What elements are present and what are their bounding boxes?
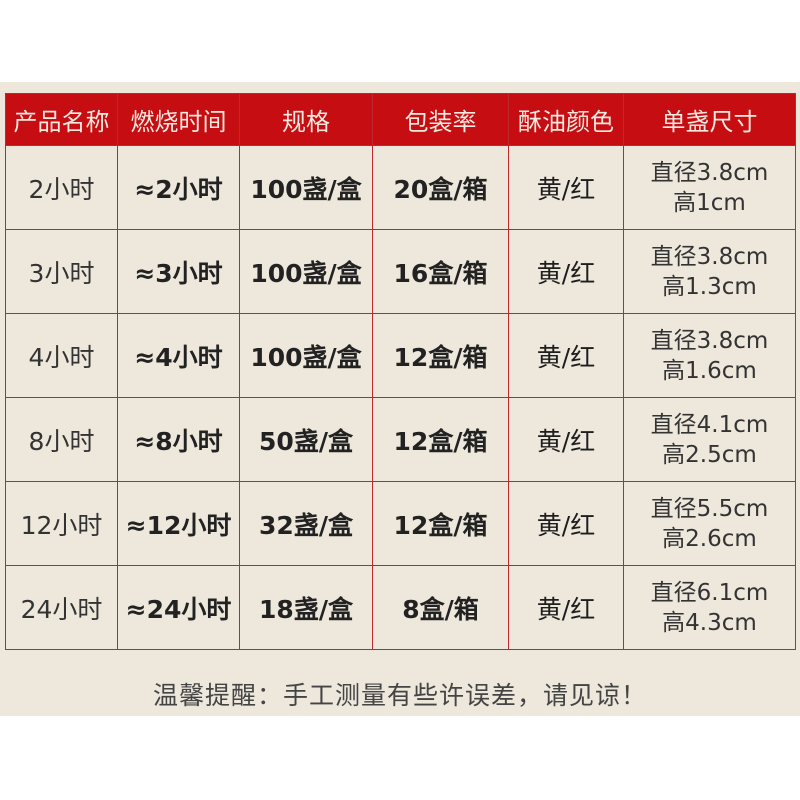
product-name-cell: 3小时: [5, 229, 118, 314]
packing-rate-cell: 12盒/箱: [372, 397, 509, 482]
height-text: 高1cm: [673, 189, 746, 216]
table-row: 8小时 ≈8小时 50盏/盒 12盒/箱 黄/红 直径4.1cm 高2.5cm: [5, 397, 796, 482]
header-spec: 规格: [239, 93, 373, 146]
spec-cell: 18盏/盒: [239, 565, 373, 650]
packing-rate-cell: 12盒/箱: [372, 481, 509, 566]
product-name-cell: 8小时: [5, 397, 118, 482]
packing-rate-cell: 16盒/箱: [372, 229, 509, 314]
packing-rate-cell: 12盒/箱: [372, 313, 509, 398]
product-name-cell: 12小时: [5, 481, 118, 566]
spec-cell: 100盏/盒: [239, 145, 373, 230]
butter-color-cell: 黄/红: [508, 145, 624, 230]
diameter-text: 直径3.8cm: [650, 159, 769, 186]
spec-cell: 100盏/盒: [239, 229, 373, 314]
burn-time-cell: ≈12小时: [117, 481, 240, 566]
table-row: 24小时 ≈24小时 18盏/盒 8盒/箱 黄/红 直径6.1cm 高4.3cm: [5, 565, 796, 650]
diameter-text: 直径6.1cm: [650, 579, 769, 606]
butter-color-cell: 黄/红: [508, 481, 624, 566]
header-row: 产品名称 燃烧时间 规格 包装率 酥油颜色 单盏尺寸: [5, 93, 796, 146]
burn-time-cell: ≈4小时: [117, 313, 240, 398]
lamp-size-cell: 直径3.8cm 高1.3cm: [623, 229, 796, 314]
spec-cell: 50盏/盒: [239, 397, 373, 482]
packing-rate-cell: 8盒/箱: [372, 565, 509, 650]
product-name-cell: 24小时: [5, 565, 118, 650]
lamp-size-cell: 直径6.1cm 高4.3cm: [623, 565, 796, 650]
product-spec-table: 产品名称 燃烧时间 规格 包装率 酥油颜色 单盏尺寸 2小时 ≈2小时 100盏/盒 20盒/箱…: [5, 93, 796, 650]
header-butter-color: 酥油颜色: [508, 93, 624, 146]
diameter-text: 直径5.5cm: [650, 495, 769, 522]
header-packing-rate: 包装率: [372, 93, 509, 146]
header-lamp-size: 单盏尺寸: [623, 93, 796, 146]
diameter-text: 直径4.1cm: [650, 411, 769, 438]
header-burn-time: 燃烧时间: [117, 93, 240, 146]
height-text: 高4.3cm: [662, 609, 757, 636]
butter-color-cell: 黄/红: [508, 565, 624, 650]
diameter-text: 直径3.8cm: [650, 327, 769, 354]
footer-note: 温馨提醒：手工测量有些许误差，请见谅！: [152, 681, 647, 710]
table-row: 4小时 ≈4小时 100盏/盒 12盒/箱 黄/红 直径3.8cm 高1.6cm: [5, 313, 796, 398]
lamp-size-cell: 直径4.1cm 高2.5cm: [623, 397, 796, 482]
lamp-size-cell: 直径3.8cm 高1cm: [623, 145, 796, 230]
burn-time-cell: ≈24小时: [117, 565, 240, 650]
product-name-cell: 2小时: [5, 145, 118, 230]
butter-color-cell: 黄/红: [508, 397, 624, 482]
spec-cell: 100盏/盒: [239, 313, 373, 398]
product-name-cell: 4小时: [5, 313, 118, 398]
butter-color-cell: 黄/红: [508, 313, 624, 398]
table-row: 3小时 ≈3小时 100盏/盒 16盒/箱 黄/红 直径3.8cm 高1.3cm: [5, 229, 796, 314]
lamp-size-cell: 直径3.8cm 高1.6cm: [623, 313, 796, 398]
table-row: 12小时 ≈12小时 32盏/盒 12盒/箱 黄/红 直径5.5cm 高2.6cm: [5, 481, 796, 566]
burn-time-cell: ≈2小时: [117, 145, 240, 230]
diameter-text: 直径3.8cm: [650, 243, 769, 270]
lamp-size-cell: 直径5.5cm 高2.6cm: [623, 481, 796, 566]
height-text: 高2.6cm: [662, 525, 757, 552]
burn-time-cell: ≈3小时: [117, 229, 240, 314]
header-product-name: 产品名称: [5, 93, 118, 146]
height-text: 高1.3cm: [662, 273, 757, 300]
height-text: 高1.6cm: [662, 357, 757, 384]
table-row: 2小时 ≈2小时 100盏/盒 20盒/箱 黄/红 直径3.8cm 高1cm: [5, 145, 796, 230]
height-text: 高2.5cm: [662, 441, 757, 468]
spec-cell: 32盏/盒: [239, 481, 373, 566]
packing-rate-cell: 20盒/箱: [372, 145, 509, 230]
butter-color-cell: 黄/红: [508, 229, 624, 314]
burn-time-cell: ≈8小时: [117, 397, 240, 482]
